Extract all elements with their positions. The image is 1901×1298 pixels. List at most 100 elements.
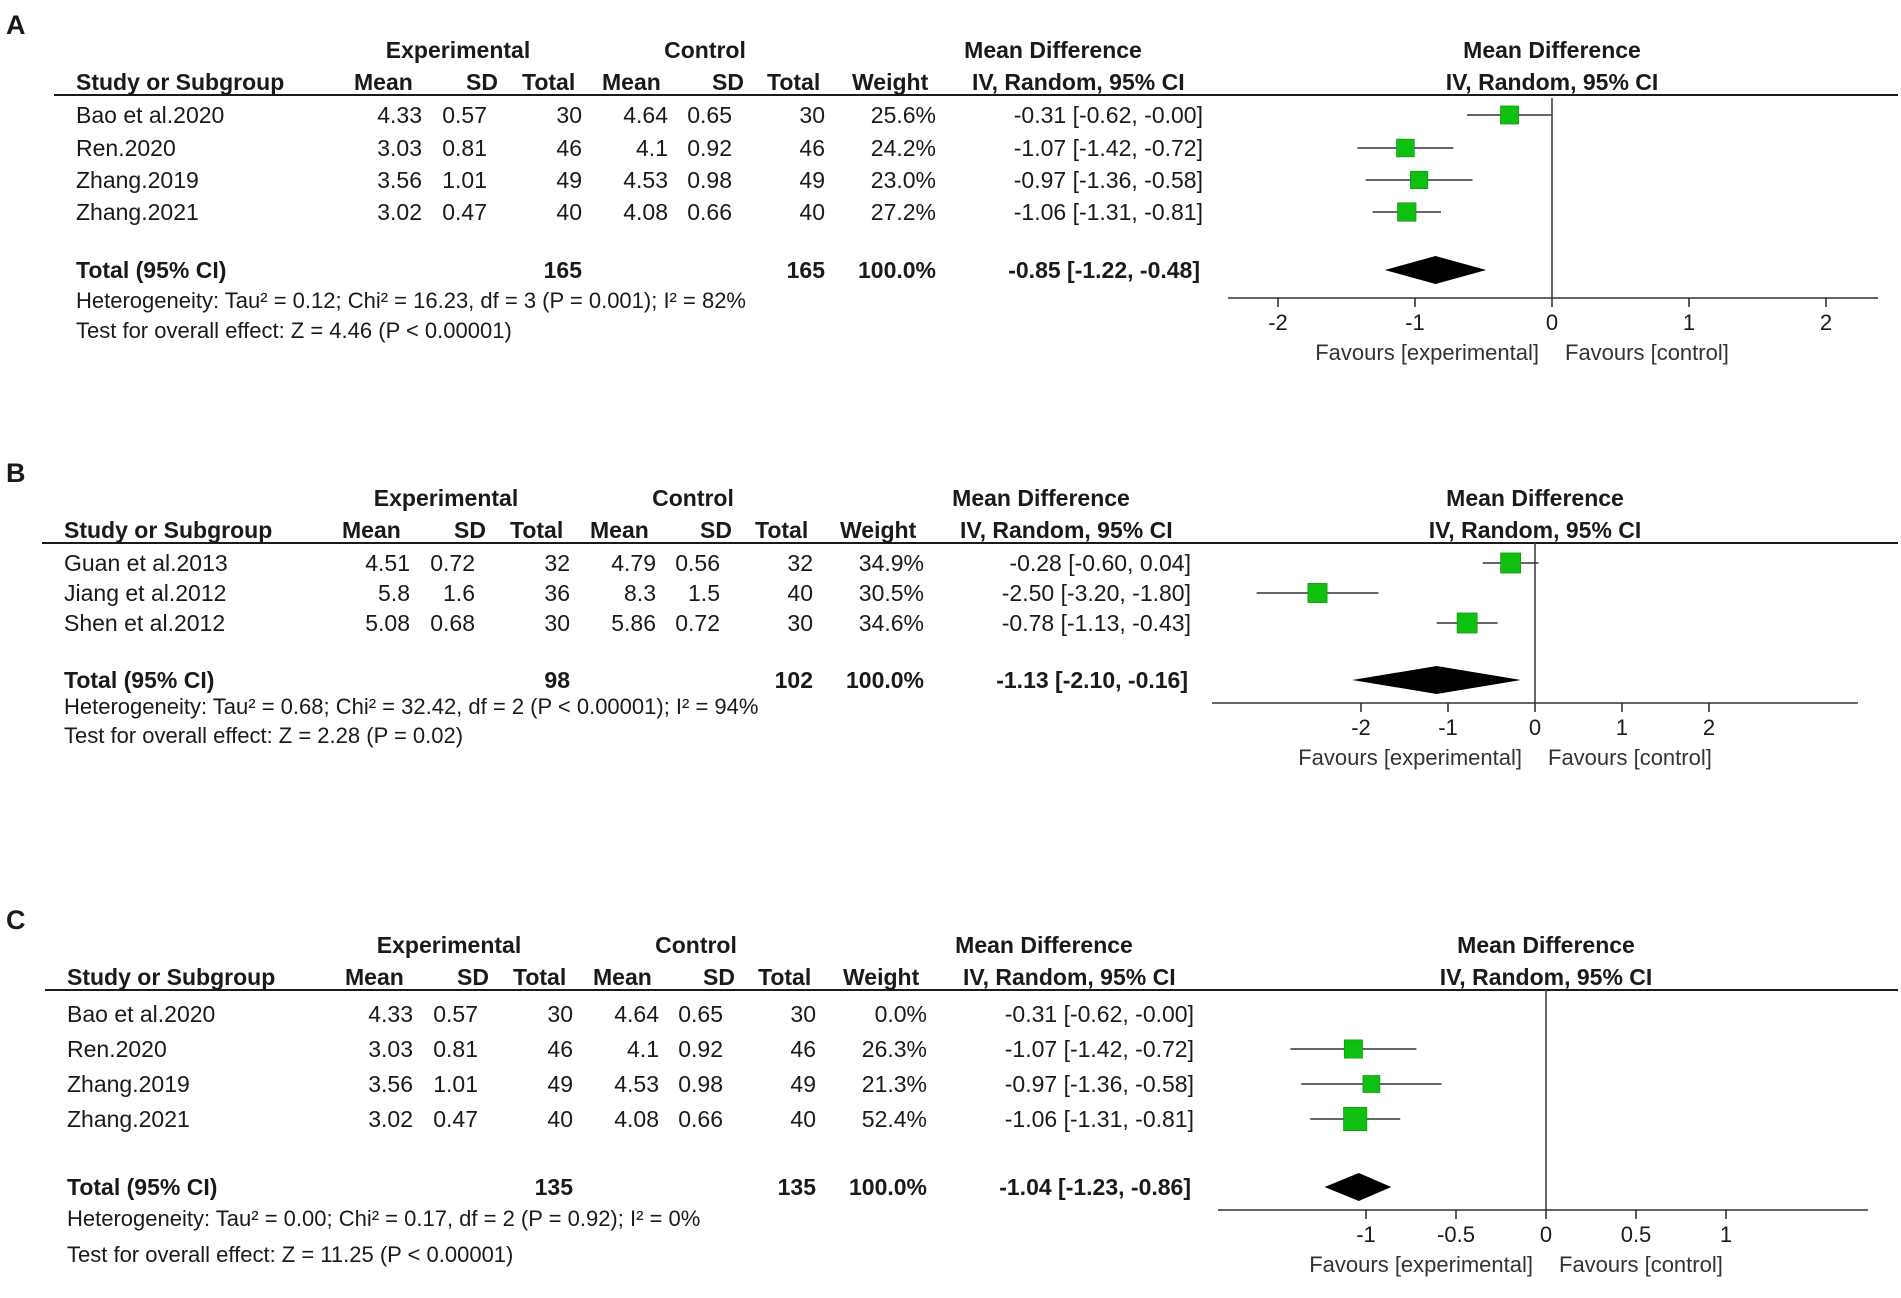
total-weight-value: 100.0% (846, 667, 924, 693)
ctl-sd-header: SD (712, 69, 744, 95)
favours-experimental-label: Favours [experimental] (1298, 745, 1522, 770)
ctl-mean-value: 4.53 (623, 167, 668, 193)
exp-mean-value: 3.02 (368, 1106, 413, 1132)
favours-control-label: Favours [control] (1559, 1252, 1723, 1277)
effect-marker (1362, 1075, 1381, 1093)
study-name: Zhang.2021 (67, 1106, 190, 1132)
effect-marker (1456, 612, 1478, 634)
x-tick-label: 1 (1616, 715, 1628, 740)
overall-effect-text: Test for overall effect: Z = 11.25 (P < … (67, 1242, 513, 1267)
total-ci-value: -0.85 [-1.22, -0.48] (1008, 257, 1200, 283)
control-group-header: Control (652, 485, 734, 511)
ctl-total-value: 40 (790, 1106, 816, 1132)
total-ci-value: -1.13 [-2.10, -0.16] (996, 667, 1188, 693)
heterogeneity-text: Heterogeneity: Tau² = 0.00; Chi² = 0.17,… (67, 1206, 700, 1231)
exp-sd-value: 0.68 (430, 610, 475, 636)
study-name: Ren.2020 (67, 1036, 167, 1062)
weight-value: 27.2% (871, 199, 936, 225)
ctl-sd-value: 0.98 (687, 167, 732, 193)
exp-sd-value: 0.81 (442, 135, 487, 161)
exp-mean-value: 3.03 (368, 1036, 413, 1062)
exp-total-value: 30 (544, 610, 570, 636)
control-group-header: Control (664, 37, 746, 63)
study-row: Bao et al.2020 4.33 0.57 30 4.64 0.65 30 25.6% -… (76, 102, 1552, 128)
total-label: Total (95% CI) (76, 257, 226, 283)
exp-total-value: 49 (547, 1071, 573, 1097)
study-row: Shen et al.2012 5.08 0.68 30 5.86 0.72 30 34.6%… (64, 610, 1498, 636)
exp-sd-value: 0.47 (433, 1106, 478, 1132)
favours-experimental-label: Favours [experimental] (1315, 340, 1539, 365)
ctl-total-value: 46 (799, 135, 825, 161)
effect-marker (1397, 202, 1417, 222)
x-tick-label: 0.5 (1621, 1222, 1652, 1247)
study-name: Guan et al.2013 (64, 550, 228, 576)
x-tick-label: -1 (1438, 715, 1458, 740)
weight-value: 21.3% (862, 1071, 927, 1097)
ctl-mean-value: 4.53 (614, 1071, 659, 1097)
x-tick-label: 1 (1720, 1222, 1732, 1247)
ci-value: -1.07 [-1.42, -0.72] (1014, 135, 1203, 161)
ctl-mean-header: Mean (602, 69, 661, 95)
exp-mean-value: 5.08 (365, 610, 410, 636)
favours-control-label: Favours [control] (1565, 340, 1729, 365)
total-weight-value: 100.0% (858, 257, 936, 283)
effect-marker (1410, 170, 1429, 190)
heterogeneity-text: Heterogeneity: Tau² = 0.12; Chi² = 16.23… (76, 288, 746, 313)
x-tick-label: 2 (1703, 715, 1715, 740)
ctl-sd-value: 0.92 (678, 1036, 723, 1062)
ctl-mean-header: Mean (593, 964, 652, 990)
panel-label: A (6, 10, 26, 40)
exp-total-value: 36 (544, 580, 570, 606)
ctl-mean-header: Mean (590, 517, 649, 543)
ctl-sd-value: 0.92 (687, 135, 732, 161)
exp-sd-value: 0.57 (433, 1001, 478, 1027)
exp-mean-value: 4.51 (365, 550, 410, 576)
effect-marker (1500, 105, 1519, 125)
weight-header: Weight (843, 964, 920, 990)
exp-mean-value: 3.56 (368, 1071, 413, 1097)
exp-mean-value: 3.02 (377, 199, 422, 225)
exp-mean-header: Mean (345, 964, 404, 990)
ctl-sd-value: 1.5 (688, 580, 720, 606)
weight-value: 0.0% (875, 1001, 927, 1027)
overall-effect-text: Test for overall effect: Z = 2.28 (P = 0… (64, 723, 463, 748)
study-name: Bao et al.2020 (67, 1001, 215, 1027)
exp-sd-value: 0.81 (433, 1036, 478, 1062)
ctl-mean-value: 4.64 (623, 102, 668, 128)
ctl-total-value: 49 (799, 167, 825, 193)
x-tick-label: -2 (1351, 715, 1371, 740)
exp-mean-value: 5.8 (378, 580, 410, 606)
plot-ci-header: IV, Random, 95% CI (1429, 517, 1642, 543)
ctl-sd-header: SD (700, 517, 732, 543)
ctl-sd-value: 0.65 (678, 1001, 723, 1027)
ctl-total-value: 32 (787, 550, 813, 576)
study-name: Ren.2020 (76, 135, 176, 161)
exp-sd-value: 1.01 (442, 167, 487, 193)
study-row: Jiang et al.2012 5.8 1.6 36 8.3 1.5 40 30.5% -2.… (64, 580, 1379, 606)
x-tick-label: 0 (1529, 715, 1541, 740)
ctl-total-value: 40 (799, 199, 825, 225)
exp-total-header: Total (513, 964, 566, 990)
heterogeneity-text: Heterogeneity: Tau² = 0.68; Chi² = 32.42… (64, 694, 758, 719)
experimental-group-header: Experimental (377, 932, 521, 958)
plot-ci-header: IV, Random, 95% CI (1446, 69, 1659, 95)
ctl-sd-value: 0.98 (678, 1071, 723, 1097)
study-column-header: Study or Subgroup (64, 517, 272, 543)
exp-total-header: Total (522, 69, 575, 95)
ci-header: IV, Random, 95% CI (963, 964, 1176, 990)
ctl-total-value: 46 (790, 1036, 816, 1062)
total-exp-value: 165 (544, 257, 583, 283)
ctl-mean-value: 4.08 (614, 1106, 659, 1132)
mean-difference-header: Mean Difference (964, 37, 1142, 63)
ci-value: -1.07 [-1.42, -0.72] (1005, 1036, 1194, 1062)
ci-value: -1.06 [-1.31, -0.81] (1014, 199, 1203, 225)
x-tick-label: 0 (1546, 310, 1558, 335)
effect-marker (1396, 138, 1415, 158)
ctl-total-value: 30 (787, 610, 813, 636)
ctl-mean-value: 8.3 (624, 580, 656, 606)
mean-difference-header: Mean Difference (952, 485, 1130, 511)
exp-sd-value: 1.6 (443, 580, 475, 606)
total-label: Total (95% CI) (64, 667, 214, 693)
exp-mean-value: 4.33 (368, 1001, 413, 1027)
exp-sd-value: 0.57 (442, 102, 487, 128)
